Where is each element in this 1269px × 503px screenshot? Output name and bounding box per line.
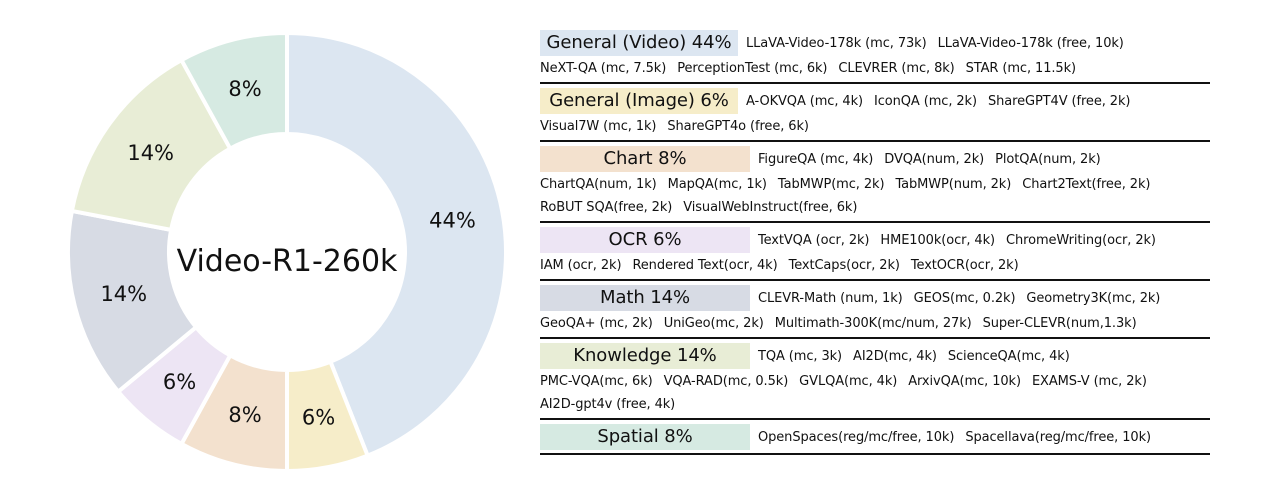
dataset-item: ShareGPT4V (free, 2k) bbox=[987, 93, 1131, 109]
legend-block: OCR 6% TextVQA (ocr, 2k) HME100k(ocr, 4k) C… bbox=[540, 226, 1210, 281]
dataset-item: GeoQA+ (mc, 2k) bbox=[540, 316, 653, 331]
category-header: OCR 6% bbox=[540, 227, 750, 253]
slice-label: 6% bbox=[302, 406, 335, 430]
dataset-item: LLaVA-Video-178k (free, 10k) bbox=[937, 35, 1124, 51]
legend-line: Chart 8% FigureQA (mc, 4k) DVQA(num, 2k) Pl… bbox=[540, 145, 1210, 173]
dataset-item: MapQA(mc, 1k) bbox=[667, 177, 767, 192]
legend-block: General (Video) 44% LLaVA-Video-178k (mc,… bbox=[540, 29, 1210, 84]
dataset-item: Geometry3K(mc, 2k) bbox=[1026, 290, 1161, 306]
slice-label: 6% bbox=[163, 370, 196, 394]
dataset-item: FigureQA (mc, 4k) bbox=[758, 151, 874, 167]
dataset-item: ChromeWriting(ocr, 2k) bbox=[1006, 232, 1156, 248]
legend-line: NeXT-QA (mc, 7.5k) PerceptionTest (mc, 6k… bbox=[540, 57, 1210, 80]
dataset-item: TextOCR(ocr, 2k) bbox=[910, 258, 1019, 273]
donut-slice bbox=[285, 30, 508, 459]
legend-line: Visual7W (mc, 1k) ShareGPT4o (free, 6k) bbox=[540, 115, 1210, 138]
legend-line: GeoQA+ (mc, 2k) UniGeo(mc, 2k) Multimath-3… bbox=[540, 312, 1210, 335]
dataset-item: PlotQA(num, 2k) bbox=[995, 151, 1101, 167]
dataset-item: TextVQA (ocr, 2k) bbox=[758, 232, 870, 248]
legend-block: Chart 8% FigureQA (mc, 4k) DVQA(num, 2k) Pl… bbox=[540, 145, 1210, 223]
dataset-item: TabMWP(num, 2k) bbox=[895, 177, 1012, 192]
dataset-item: DVQA(num, 2k) bbox=[884, 151, 985, 167]
dataset-item: PMC-VQA(mc, 6k) bbox=[540, 374, 653, 389]
dataset-item: CLEVR-Math (num, 1k) bbox=[758, 290, 903, 306]
slice-label: 8% bbox=[228, 77, 261, 101]
dataset-item: TabMWP(mc, 2k) bbox=[777, 177, 885, 192]
dataset-item: AI2D-gpt4v (free, 4k) bbox=[540, 397, 676, 412]
donut-slice bbox=[178, 30, 289, 152]
dataset-item: Spacellava(reg/mc/free, 10k) bbox=[965, 429, 1151, 445]
dataset-item: ScienceQA(mc, 4k) bbox=[947, 348, 1070, 364]
legend-line: AI2D-gpt4v (free, 4k) bbox=[540, 393, 1210, 416]
legend-block: Knowledge 14% TQA (mc, 3k) AI2D(mc, 4k) Sci… bbox=[540, 342, 1210, 420]
slice-label: 8% bbox=[228, 403, 261, 427]
dataset-item: AI2D(mc, 4k) bbox=[853, 348, 937, 364]
legend-line: Knowledge 14% TQA (mc, 3k) AI2D(mc, 4k) Sci… bbox=[540, 342, 1210, 370]
dataset-item: Rendered Text(ocr, 4k) bbox=[632, 258, 778, 273]
legend-block: Spatial 8% OpenSpaces(reg/mc/free, 10k) Sp… bbox=[540, 423, 1210, 455]
dataset-item: Super-CLEVR(num,1.3k) bbox=[982, 316, 1137, 331]
dataset-item: GVLQA(mc, 4k) bbox=[799, 374, 898, 389]
dataset-item: TextCaps(ocr, 2k) bbox=[788, 258, 900, 273]
dataset-item: Chart2Text(free, 2k) bbox=[1022, 177, 1151, 192]
dataset-item: EXAMS-V (mc, 2k) bbox=[1031, 374, 1147, 389]
dataset-item: PerceptionTest (mc, 6k) bbox=[677, 61, 828, 76]
dataset-item: Multimath-300K(mc/num, 27k) bbox=[774, 316, 972, 331]
category-header: Knowledge 14% bbox=[540, 343, 750, 369]
category-header: General (Video) 44% bbox=[540, 30, 738, 56]
legend-line: OCR 6% TextVQA (ocr, 2k) HME100k(ocr, 4k) C… bbox=[540, 226, 1210, 254]
dataset-item: NeXT-QA (mc, 7.5k) bbox=[540, 61, 667, 76]
dataset-item: Visual7W (mc, 1k) bbox=[540, 119, 657, 134]
dataset-item: UniGeo(mc, 2k) bbox=[663, 316, 764, 331]
dataset-item: ChartQA(num, 1k) bbox=[540, 177, 657, 192]
slice-label: 14% bbox=[127, 141, 174, 165]
slice-label: 44% bbox=[429, 208, 476, 232]
dataset-item: VisualWebInstruct(free, 6k) bbox=[683, 200, 858, 215]
legend-line: PMC-VQA(mc, 6k) VQA-RAD(mc, 0.5k) GVLQA(mc… bbox=[540, 370, 1210, 393]
dataset-item: TQA (mc, 3k) bbox=[758, 348, 843, 364]
legend-block: General (Image) 6% A-OKVQA (mc, 4k) IconQA… bbox=[540, 87, 1210, 142]
dataset-item: A-OKVQA (mc, 4k) bbox=[746, 93, 863, 109]
dataset-item: CLEVRER (mc, 8k) bbox=[838, 61, 955, 76]
dataset-item: STAR (mc, 11.5k) bbox=[965, 61, 1076, 76]
dataset-item: RoBUT SQA(free, 2k) bbox=[540, 200, 673, 215]
dataset-item: LLaVA-Video-178k (mc, 73k) bbox=[746, 35, 927, 51]
legend-line: ChartQA(num, 1k) MapQA(mc, 1k) TabMWP(mc, … bbox=[540, 173, 1210, 196]
category-header: Spatial 8% bbox=[540, 424, 750, 450]
legend-block: Math 14% CLEVR-Math (num, 1k) GEOS(mc, 0.2… bbox=[540, 284, 1210, 339]
center-label: Video-R1-260k bbox=[177, 244, 398, 279]
donut-chart: 44% 6% 8% 6% 14% 14% 8% Video-R1-260k bbox=[66, 30, 508, 474]
legend-line: Spatial 8% OpenSpaces(reg/mc/free, 10k) Sp… bbox=[540, 423, 1210, 451]
dataset-item: IAM (ocr, 2k) bbox=[540, 258, 622, 273]
legend-line: RoBUT SQA(free, 2k) VisualWebInstruct(fre… bbox=[540, 196, 1210, 219]
legend-line: Math 14% CLEVR-Math (num, 1k) GEOS(mc, 0.2… bbox=[540, 284, 1210, 312]
category-header: General (Image) 6% bbox=[540, 88, 738, 114]
legend-line: General (Video) 44% LLaVA-Video-178k (mc,… bbox=[540, 29, 1210, 57]
legend: General (Video) 44% LLaVA-Video-178k (mc,… bbox=[540, 29, 1210, 458]
dataset-item: HME100k(ocr, 4k) bbox=[880, 232, 996, 248]
dataset-item: GEOS(mc, 0.2k) bbox=[913, 290, 1016, 306]
category-header: Chart 8% bbox=[540, 146, 750, 172]
dataset-item: ArxivQA(mc, 10k) bbox=[908, 374, 1021, 389]
legend-line: IAM (ocr, 2k) Rendered Text(ocr, 4k) TextC… bbox=[540, 254, 1210, 277]
category-header: Math 14% bbox=[540, 285, 750, 311]
dataset-item: ShareGPT4o (free, 6k) bbox=[667, 119, 809, 134]
dataset-item: OpenSpaces(reg/mc/free, 10k) bbox=[758, 429, 955, 445]
dataset-item: VQA-RAD(mc, 0.5k) bbox=[663, 374, 789, 389]
legend-line: General (Image) 6% A-OKVQA (mc, 4k) IconQA… bbox=[540, 87, 1210, 115]
dataset-item: IconQA (mc, 2k) bbox=[874, 93, 977, 109]
slice-label: 14% bbox=[100, 282, 147, 306]
